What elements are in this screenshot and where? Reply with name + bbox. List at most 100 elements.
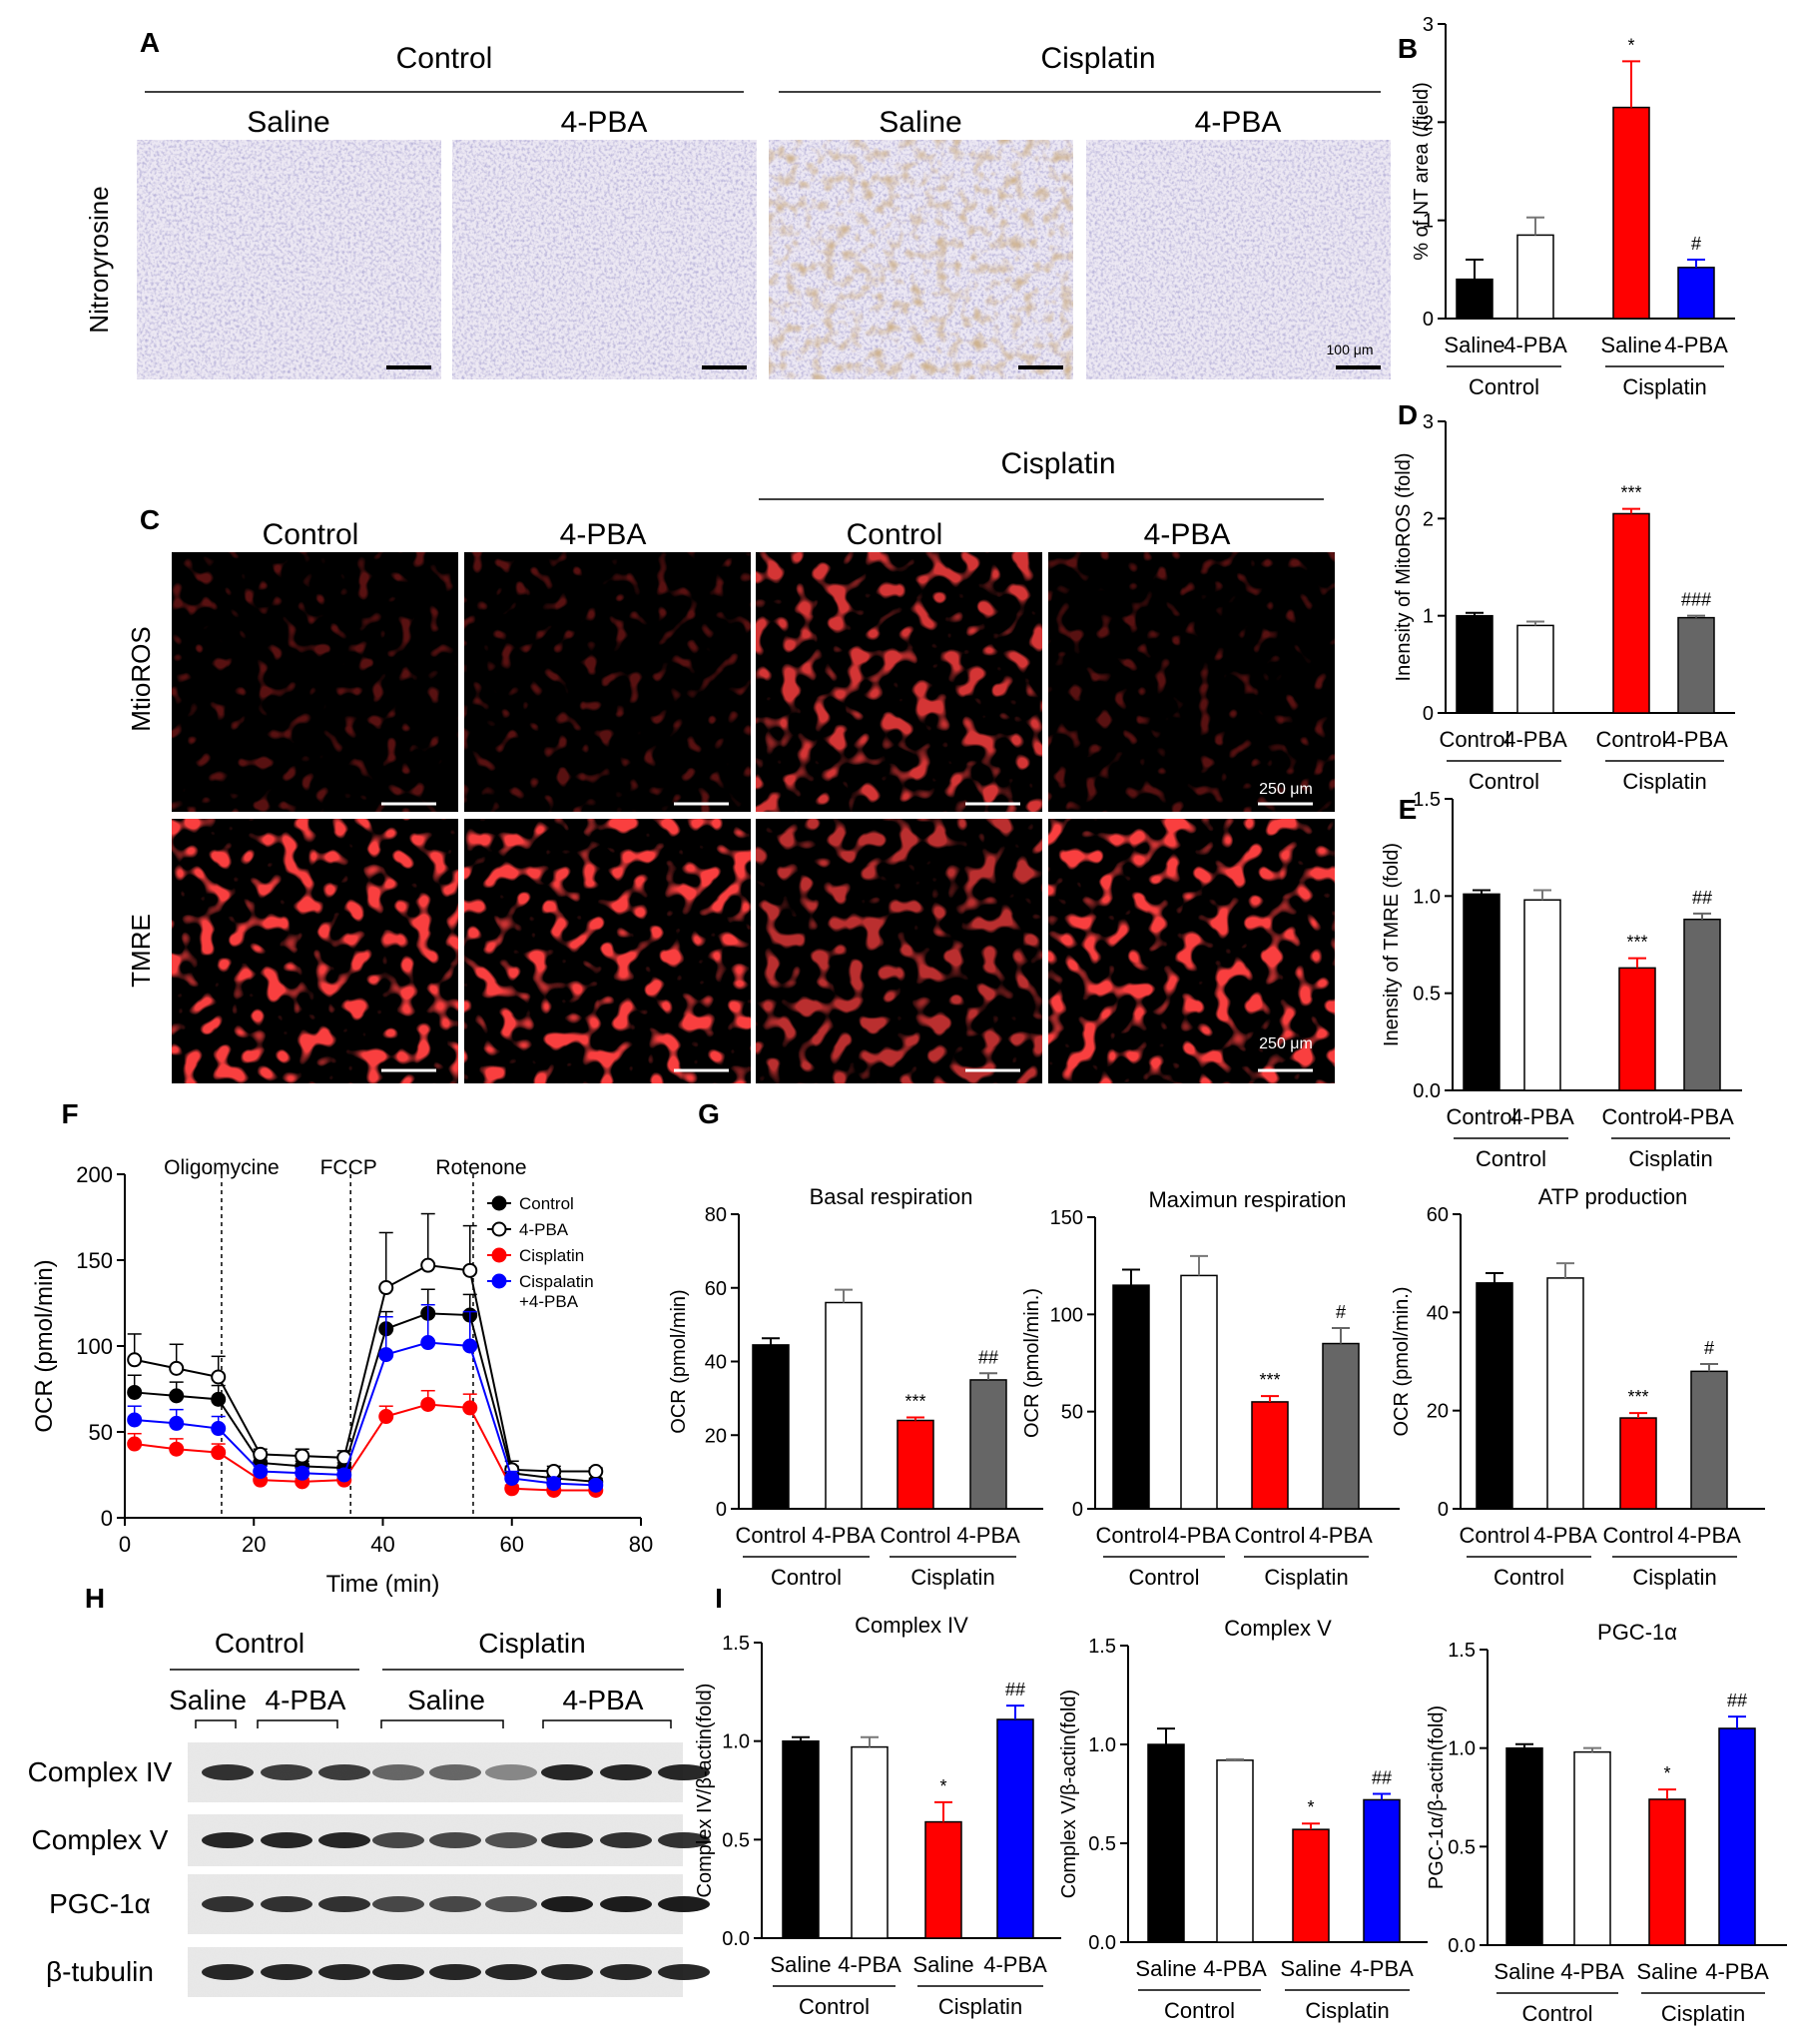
panelA-group-label: Cisplatin: [1040, 42, 1155, 75]
group-label: Control: [1522, 2001, 1593, 2026]
x-tick-label: 4-PBA: [1503, 333, 1567, 357]
y-tick-label: 0.5: [1448, 1836, 1476, 1858]
x-tick-label: Control: [1440, 727, 1510, 752]
bar: [1612, 106, 1650, 320]
panel-letter-E: E: [1399, 794, 1418, 825]
x-tick-label: 4-PBA: [1664, 727, 1728, 752]
y-axis-label: Complex IV/β-actin(fold): [694, 1684, 716, 1898]
group-label: Control: [799, 1994, 870, 2019]
significance-label: ##: [1005, 1680, 1025, 1700]
blot-band: [485, 1764, 537, 1780]
x-tick-label: 4-PBA: [1309, 1523, 1373, 1548]
group-label: Control: [771, 1565, 842, 1590]
y-tick-label: 100: [76, 1334, 113, 1359]
blot-band: [429, 1832, 481, 1848]
x-tick-label: 4-PBA: [1203, 1956, 1267, 1981]
blot-band: [429, 1964, 481, 1980]
x-tick-label: Control: [1447, 1104, 1517, 1129]
panelH-lane-label: Saline: [169, 1685, 247, 1715]
panelH-group-label: Cisplatin: [478, 1628, 585, 1659]
blot-band: [485, 1964, 537, 1980]
y-tick-label: 2: [1423, 508, 1434, 530]
significance-label: ***: [1627, 1387, 1648, 1407]
bar: [1292, 1828, 1330, 1943]
x-tick-label: Control: [1596, 727, 1667, 752]
significance-label: ##: [1727, 1691, 1747, 1710]
y-tick-label: 40: [705, 1352, 727, 1374]
significance-label: #: [1691, 234, 1701, 254]
significance-label: *: [939, 1776, 946, 1796]
x-tick-label: Control: [1460, 1523, 1530, 1548]
blot-band: [600, 1764, 652, 1780]
chart-F: 0 50 100 150 200 0 20 40 60 80 Time (min) OCR (pmol…: [31, 1156, 653, 1598]
bar: [1718, 1727, 1756, 1946]
chart-I1: 0.0 0.5 1.0 1.5 Complex IV/β-actin(fold) Comp…: [694, 1613, 1061, 2019]
blot-band: [372, 1832, 424, 1848]
chart-E: 0.0 0.5 1.0 1.5 Inensity of TMRE (fold) Contr…: [1381, 789, 1742, 1171]
y-tick-label: 1.5: [722, 1633, 750, 1655]
y-tick-label: 0: [1423, 703, 1434, 725]
bar: [996, 1718, 1034, 1939]
bar: [1147, 1743, 1185, 1943]
y-tick-label: 100: [1050, 1304, 1083, 1326]
y-tick-label: 60: [1427, 1204, 1449, 1226]
data-point: [420, 1396, 436, 1412]
panelC-row-label: MtioROS: [126, 626, 156, 731]
group-label: Cisplatin: [1622, 374, 1706, 399]
y-axis-label: Inensity of TMRE (fold): [1381, 843, 1403, 1046]
data-point: [211, 1421, 227, 1437]
panel-letter-D: D: [1398, 399, 1418, 430]
data-point: [127, 1384, 143, 1400]
x-tick-label: Saline: [1280, 1956, 1341, 1981]
data-point: [211, 1391, 227, 1407]
data-point: [378, 1409, 394, 1425]
blot-band: [318, 1832, 370, 1848]
data-point: [588, 1477, 604, 1493]
x-tick-label: Control: [881, 1523, 951, 1548]
y-tick-label: 0: [101, 1506, 113, 1531]
blot-band: [485, 1832, 537, 1848]
bar: [896, 1419, 934, 1510]
x-tick-label: 4-PBA: [1510, 1104, 1574, 1129]
group-label: Cisplatin: [1628, 1146, 1712, 1171]
bar: [1251, 1401, 1289, 1510]
blot-band: [202, 1764, 254, 1780]
panelC-column-label: 4-PBA: [560, 518, 647, 551]
blot-band: [658, 1896, 710, 1912]
bar: [1476, 1282, 1513, 1510]
legend-marker: [491, 1247, 507, 1263]
bar: [782, 1739, 820, 1939]
y-tick-label: 2: [1423, 112, 1434, 134]
panelA-column-label: 4-PBA: [1195, 106, 1282, 139]
panel-letter-A: A: [140, 27, 160, 58]
significance-label: ***: [1259, 1370, 1280, 1390]
panelA-column-label: Saline: [247, 106, 329, 139]
mitoros-cells: [464, 552, 751, 812]
tmre-cells: [756, 819, 1042, 1083]
y-tick-label: 1.5: [1413, 789, 1441, 811]
x-tick-label: Control: [1235, 1523, 1306, 1548]
data-point: [462, 1338, 478, 1354]
y-tick-label: 1: [1423, 211, 1434, 233]
bar: [1505, 1746, 1543, 1946]
bar: [1363, 1798, 1401, 1943]
bar: [1322, 1342, 1360, 1510]
blot-band: [202, 1832, 254, 1848]
panel-letter-F: F: [61, 1098, 78, 1129]
ihc-image-texture: [1086, 140, 1391, 379]
blot-band: [202, 1964, 254, 1980]
blot-band: [372, 1764, 424, 1780]
lane-bracket: [542, 1719, 672, 1728]
data-point: [504, 1470, 520, 1486]
x-tick-label: Saline: [1636, 1959, 1697, 1984]
y-tick-label: 1.0: [722, 1731, 750, 1753]
bar: [1683, 918, 1721, 1091]
panelH-row-label: Complex IV: [28, 1756, 173, 1787]
bar: [1112, 1284, 1150, 1510]
panelH-lane-label: Saline: [407, 1685, 485, 1715]
panelH-lane-label: 4-PBA: [563, 1685, 644, 1715]
group-label: Cisplatin: [910, 1565, 994, 1590]
y-tick-label: 0: [1438, 1499, 1449, 1521]
data-point: [420, 1257, 436, 1273]
chart-title: Complex V: [1224, 1616, 1332, 1641]
